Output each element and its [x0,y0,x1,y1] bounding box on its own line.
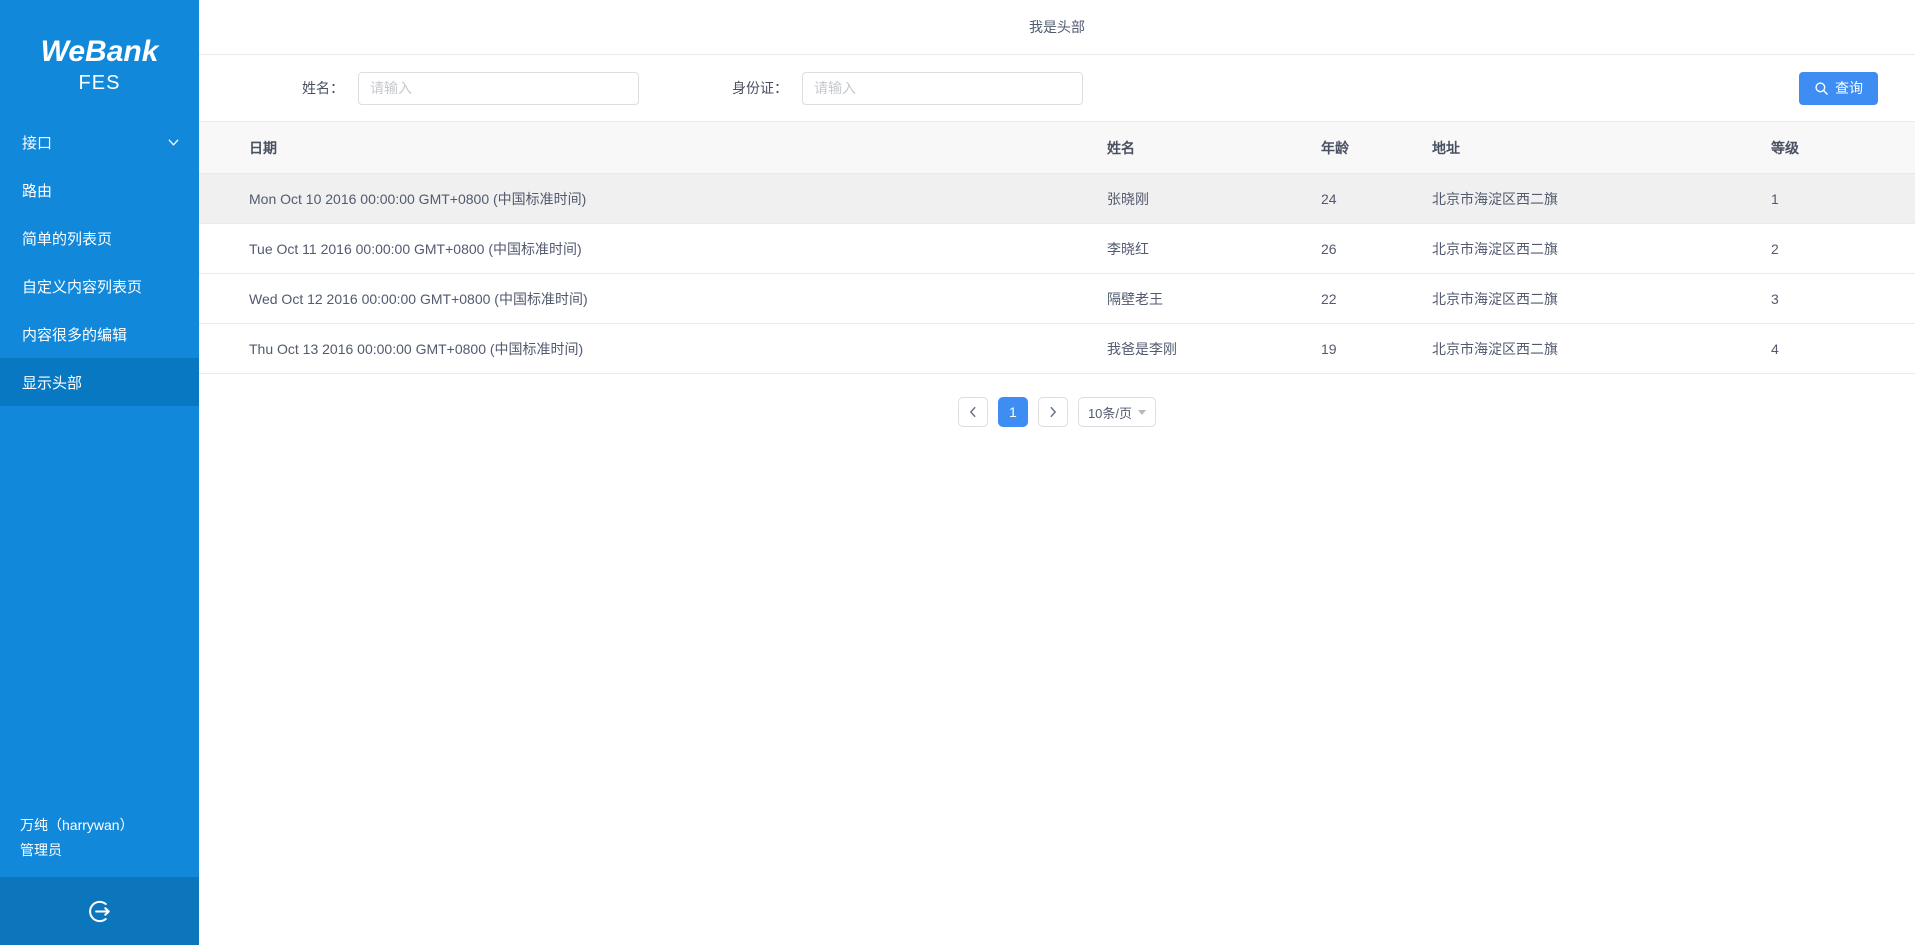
sidebar-item-route[interactable]: 路由 [0,166,199,214]
data-table: 日期 姓名 年龄 地址 等级 Mon Oct 10 2016 00:00:00 GMT+… [199,121,1915,374]
id-card-input[interactable] [802,71,1083,105]
table-cell: 26 [1303,223,1414,274]
table-cell: 3 [1753,273,1915,324]
page-title: 我是头部 [1029,19,1085,35]
sidebar-item-label: 内容很多的编辑 [22,326,128,344]
chevron-down-icon [168,139,179,145]
id-card-field: 身份证： [732,71,1083,105]
table-row[interactable]: Wed Oct 12 2016 00:00:00 GMT+0800 (中国标准时… [199,273,1915,324]
name-input[interactable] [358,71,639,105]
sidebar-footer [0,877,199,945]
logo-title: WeBank [40,35,159,68]
table-cell: 北京市海淀区西二旗 [1414,323,1753,374]
table-cell: 北京市海淀区西二旗 [1414,273,1753,324]
table-cell: Wed Oct 12 2016 00:00:00 GMT+0800 (中国标准时… [199,273,1089,324]
column-header: 地址 [1414,121,1753,174]
column-header: 等级 [1753,121,1915,174]
sidebar-item-simple-list[interactable]: 简单的列表页 [0,214,199,262]
page-number-button[interactable]: 1 [997,397,1028,427]
table-cell: 22 [1303,273,1414,324]
user-role: 管理员 [20,842,62,858]
table-cell: 我爸是李刚 [1089,323,1303,374]
table-row[interactable]: Mon Oct 10 2016 00:00:00 GMT+0800 (中国标准时… [199,173,1915,224]
next-page-button[interactable] [1037,397,1068,427]
table-cell: Thu Oct 13 2016 00:00:00 GMT+0800 (中国标准时… [199,323,1089,374]
logout-button[interactable] [86,898,113,925]
sidebar-spacer [0,406,199,813]
column-header: 年龄 [1303,121,1414,174]
table-cell: 北京市海淀区西二旗 [1414,173,1753,224]
table-header-row: 日期 姓名 年龄 地址 等级 [199,121,1915,174]
prev-page-button[interactable] [957,397,988,427]
sidebar-item-label: 显示头部 [22,374,83,392]
page-header: 我是头部 [199,0,1915,55]
column-header: 姓名 [1089,121,1303,174]
caret-down-icon [1138,409,1147,415]
id-card-label: 身份证： [732,80,788,96]
search-button[interactable]: 查询 [1799,71,1878,105]
page-size-select[interactable]: 10条/页 [1077,397,1157,427]
table-cell: 隔壁老王 [1089,273,1303,324]
sidebar: WeBank FES 接口 路由 简单的列表页 自定义内容列表页 内容很多的编辑… [0,0,199,945]
table-cell: 4 [1753,323,1915,374]
sidebar-item-label: 接口 [22,134,53,152]
search-button-label: 查询 [1835,80,1863,96]
name-field: 姓名： [302,71,639,105]
search-bar: 姓名： 身份证： 查询 [199,55,1915,121]
name-label: 姓名： [302,80,344,96]
sidebar-item-label: 路由 [22,182,53,200]
user-info: 万纯（harrywan） 管理员 [0,813,199,877]
user-name: 万纯（harrywan） [20,817,134,833]
logout-icon [89,900,110,922]
sidebar-menu: 接口 路由 简单的列表页 自定义内容列表页 内容很多的编辑 显示头部 [0,118,199,406]
sidebar-item-rich-edit[interactable]: 内容很多的编辑 [0,310,199,358]
table-cell: Tue Oct 11 2016 00:00:00 GMT+0800 (中国标准时… [199,223,1089,274]
logo: WeBank FES [0,0,199,95]
column-header: 日期 [199,121,1089,174]
table-row[interactable]: Tue Oct 11 2016 00:00:00 GMT+0800 (中国标准时… [199,223,1915,274]
sidebar-item-label: 简单的列表页 [22,230,113,248]
table-cell: 2 [1753,223,1915,274]
table-cell: 张晓刚 [1089,173,1303,224]
sidebar-item-interface[interactable]: 接口 [0,118,199,166]
magnifier-icon [1815,81,1828,95]
table-cell: 北京市海淀区西二旗 [1414,223,1753,274]
table-cell: Mon Oct 10 2016 00:00:00 GMT+0800 (中国标准时… [199,173,1089,224]
table-cell: 19 [1303,323,1414,374]
table-cell: 24 [1303,173,1414,224]
chevron-right-icon [1050,406,1056,418]
sidebar-item-label: 自定义内容列表页 [22,278,143,296]
sidebar-item-custom-list[interactable]: 自定义内容列表页 [0,262,199,310]
page-size-label: 10条/页 [1087,405,1133,421]
sidebar-item-show-header[interactable]: 显示头部 [0,358,199,406]
table-row[interactable]: Thu Oct 13 2016 00:00:00 GMT+0800 (中国标准时… [199,323,1915,374]
chevron-left-icon [970,406,976,418]
pagination: 1 10条/页 [199,397,1915,427]
table-cell: 1 [1753,173,1915,224]
table-cell: 李晓红 [1089,223,1303,274]
logo-subtitle: FES [78,72,121,94]
